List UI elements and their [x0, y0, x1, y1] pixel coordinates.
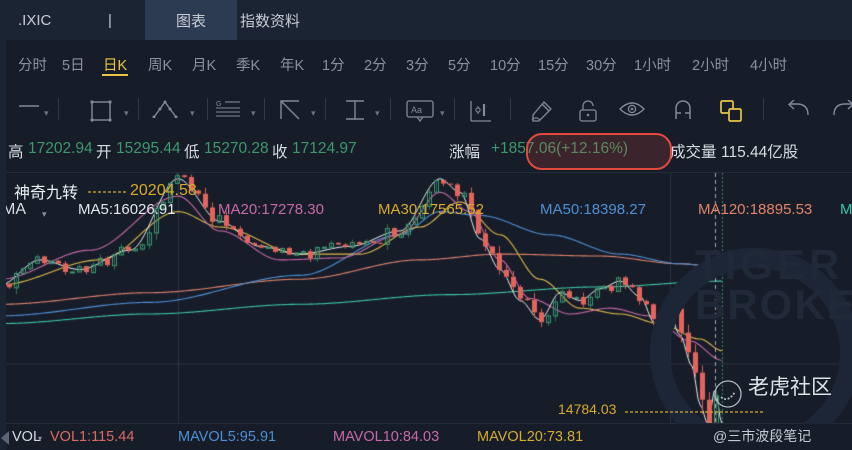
svg-text:G: G — [216, 101, 221, 108]
svg-text:Aa: Aa — [411, 105, 422, 115]
